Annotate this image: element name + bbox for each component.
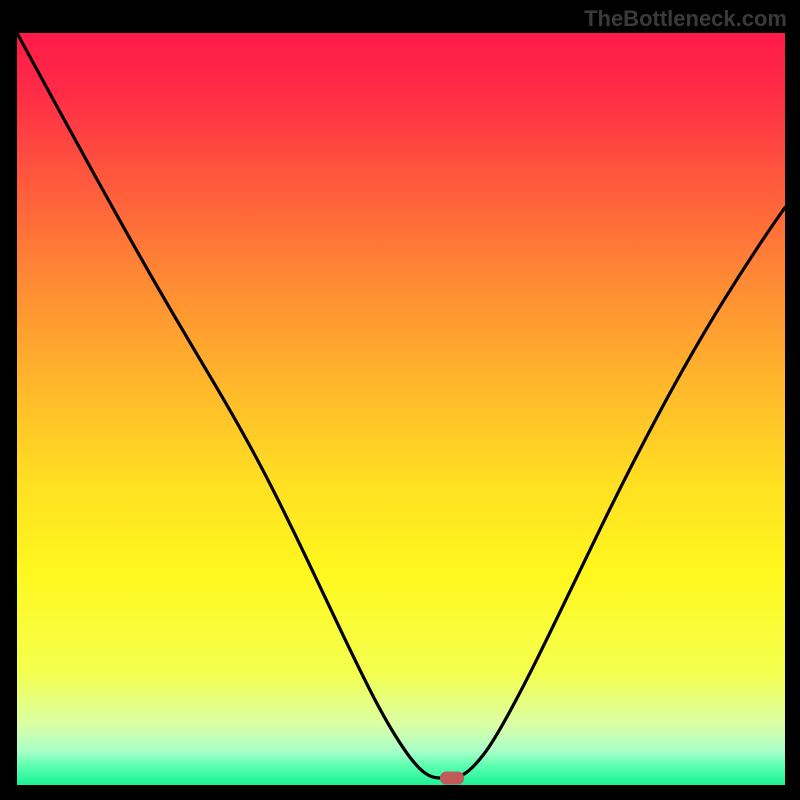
optimal-marker [440, 772, 464, 785]
watermark: TheBottleneck.com [584, 6, 787, 32]
chart-container: TheBottleneck.com [0, 0, 800, 800]
plot-area [17, 33, 785, 785]
